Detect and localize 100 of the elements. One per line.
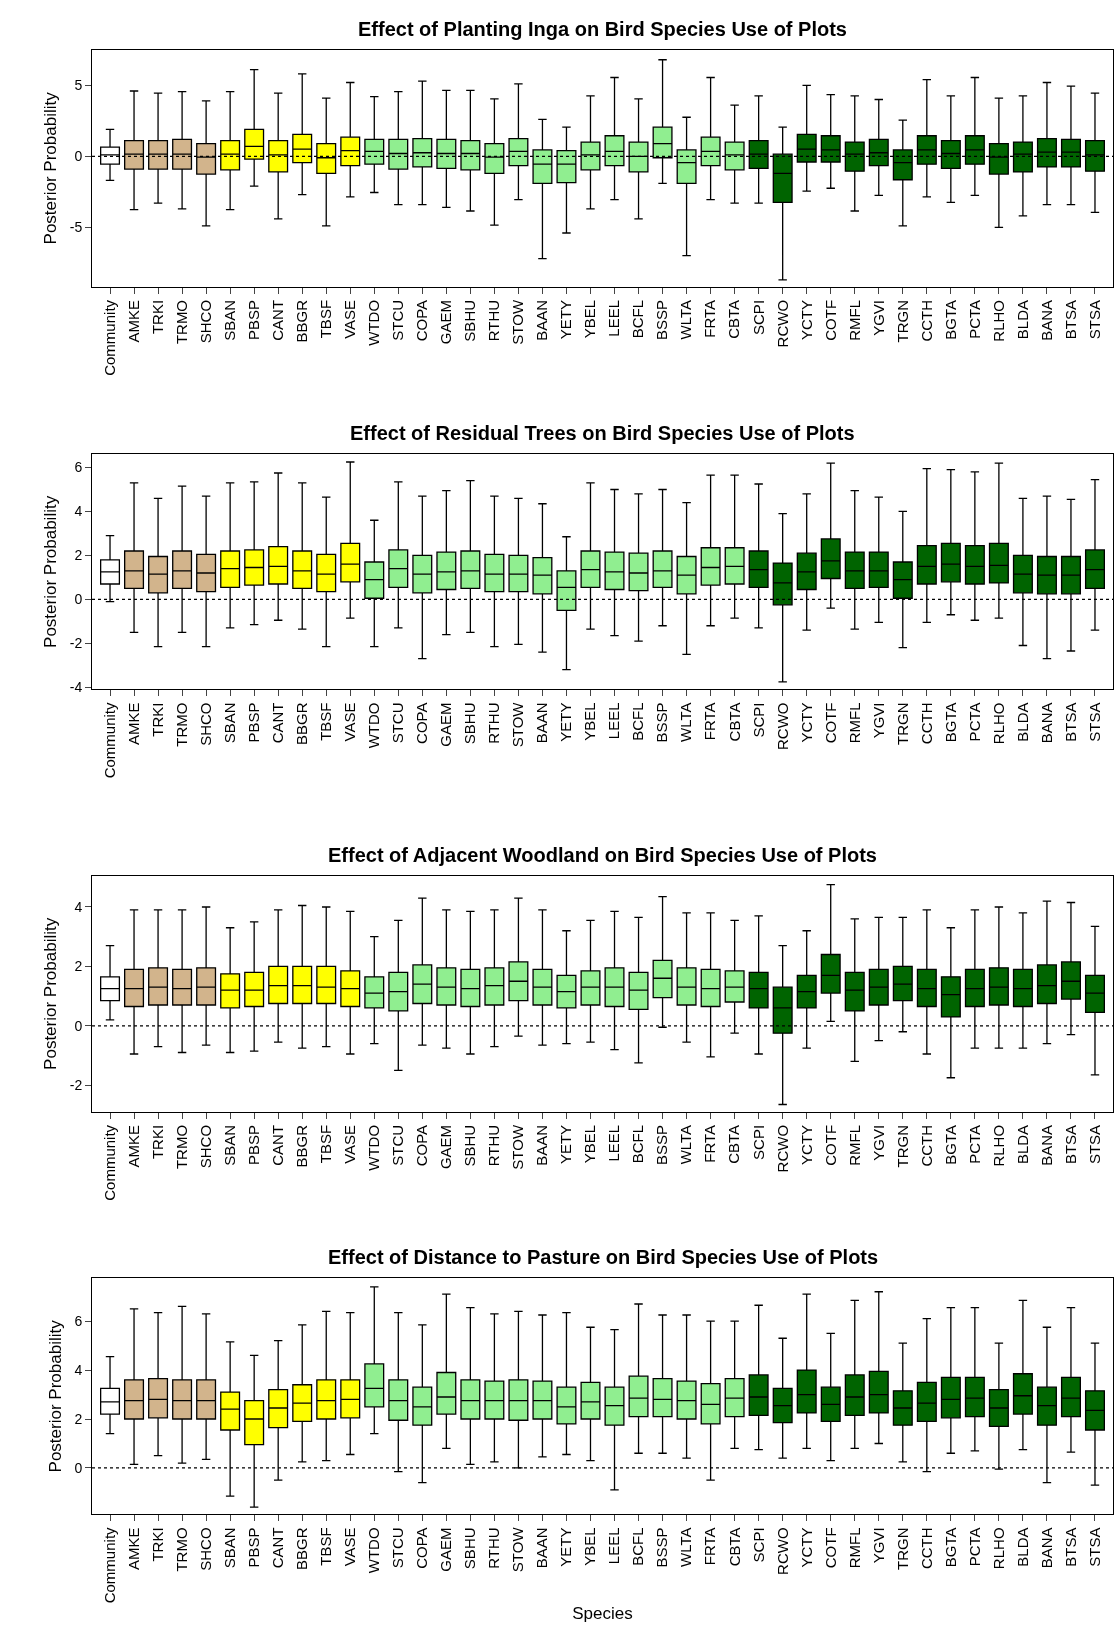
x-tick-label: BTSA xyxy=(1061,1124,1079,1165)
x-tick-label: COTF xyxy=(821,702,839,744)
x-tick-label: GAEM xyxy=(437,299,455,345)
y-tick-label: 2 xyxy=(74,547,83,564)
x-tick-label: TRMO xyxy=(172,702,190,747)
x-tick-label: TBSF xyxy=(317,299,335,339)
x-tick-label: PCTA xyxy=(965,702,983,742)
y-tick-label: -4 xyxy=(69,679,83,696)
x-tick-label: YGVI xyxy=(869,702,887,739)
x-tick-label: STCU xyxy=(389,1124,407,1166)
x-tick-label: CBTA xyxy=(725,1527,743,1567)
x-tick-label: YCTY xyxy=(797,1124,815,1165)
x-tick-label: STOW xyxy=(509,1526,527,1573)
x-tick-label: PCTA xyxy=(965,1527,983,1567)
x-tick-label: STSA xyxy=(1085,1124,1103,1165)
x-tick-label: SHCO xyxy=(196,1527,214,1571)
x-tick-label: YCTY xyxy=(797,299,815,340)
x-tick-label: WTDO xyxy=(365,1124,383,1171)
x-tick-label: YBEL xyxy=(581,702,599,741)
x-tick-label: TRMO xyxy=(172,299,190,345)
x-tick-label: BCFL xyxy=(629,1527,647,1566)
x-tick-label: SBHU xyxy=(461,1527,479,1570)
x-tick-label: PCTA xyxy=(965,299,983,339)
x-tick-label: GAEM xyxy=(437,1124,455,1170)
x-tick-label: SHCO xyxy=(196,702,214,746)
x-tick-label: BBGR xyxy=(293,1527,311,1570)
x-tick-label: TRKI xyxy=(148,299,166,335)
x-tick-label: BLDA xyxy=(1013,1124,1031,1165)
x-tick-label: RLHO xyxy=(989,1124,1007,1167)
x-tick-label: BGTA xyxy=(941,1124,959,1165)
x-tick-label: BGTA xyxy=(941,1527,959,1568)
x-tick-label: SCPI xyxy=(749,299,767,335)
x-tick-label: YGVI xyxy=(869,1124,887,1161)
x-tick-label: RTHU xyxy=(485,1124,503,1167)
x-tick-label: BSSP xyxy=(653,299,671,340)
x-tick-label: CCTH xyxy=(917,702,935,745)
x-tick-label: VASE xyxy=(341,1124,359,1164)
y-tick-label: 4 xyxy=(74,503,83,520)
x-tick-label: PBSP xyxy=(245,702,263,743)
x-tick-label: STSA xyxy=(1085,1527,1103,1567)
y-tick-label: 6 xyxy=(74,459,83,476)
x-tick-label: COPA xyxy=(413,1527,431,1569)
x-tick-label: YBEL xyxy=(581,1124,599,1164)
x-tick-label: CCTH xyxy=(917,299,935,342)
y-tick-label: -2 xyxy=(69,1077,83,1094)
y-tick-label: -5 xyxy=(69,219,83,236)
x-tick-label: BANA xyxy=(1037,1124,1055,1166)
x-tick-label: AMKE xyxy=(124,1527,142,1570)
x-tick-label: SBAN xyxy=(221,1124,239,1166)
x-tick-label: WLTA xyxy=(677,299,695,340)
x-tick-label: BAAN xyxy=(533,1124,551,1166)
y-tick-label: 5 xyxy=(74,77,83,94)
x-tick-label: BTSA xyxy=(1061,1527,1079,1567)
x-tick-label: FRTA xyxy=(701,299,719,338)
x-tick-label: TRKI xyxy=(148,702,166,737)
x-tick-label: CANT xyxy=(269,1527,287,1569)
x-tick-label: PBSP xyxy=(245,1124,263,1165)
x-tick-label: CBTA xyxy=(725,299,743,339)
x-tick-label: TRGN xyxy=(893,702,911,745)
x-tick-label: YCTY xyxy=(797,702,815,743)
y-tick-label: 0 xyxy=(74,148,83,165)
x-tick-label: YGVI xyxy=(869,299,887,336)
x-tick-label: RLHO xyxy=(989,299,1007,342)
x-tick-label: RMFL xyxy=(845,1527,863,1569)
x-tick-label: AMKE xyxy=(124,1124,142,1168)
x-tick-label: TBSF xyxy=(317,1124,335,1164)
x-tick-label: STSA xyxy=(1085,702,1103,742)
chart-title: Effect of Planting Inga on Bird Species Use of Plots xyxy=(358,18,847,40)
y-axis-title: Posterior Probability xyxy=(41,91,61,245)
x-tick-label: PCTA xyxy=(965,1124,983,1164)
x-tick-label: FRTA xyxy=(701,702,719,741)
x-tick-label: SCPI xyxy=(749,702,767,738)
x-tick-label: Community xyxy=(100,701,118,779)
x-tick-label: RLHO xyxy=(989,1527,1007,1570)
x-tick-label: LEEL xyxy=(605,299,623,337)
x-tick-label: BTSA xyxy=(1061,299,1079,340)
x-tick-label: TRMO xyxy=(172,1527,190,1572)
x-tick-label: RCWO xyxy=(773,1527,791,1575)
y-tick-label: 0 xyxy=(74,1017,83,1034)
x-tick-label: BCFL xyxy=(629,702,647,741)
x-tick-label: STCU xyxy=(389,1527,407,1569)
x-tick-label: SBAN xyxy=(221,299,239,341)
x-tick-label: BSSP xyxy=(653,702,671,743)
x-tick-label: WLTA xyxy=(677,702,695,742)
x-tick-label: GAEM xyxy=(437,702,455,747)
x-tick-label: BTSA xyxy=(1061,702,1079,742)
x-tick-label: WTDO xyxy=(365,299,383,346)
y-tick-label: 6 xyxy=(74,1313,83,1330)
x-tick-label: STOW xyxy=(509,701,527,748)
chart-title: Effect of Adjacent Woodland on Bird Species Use of Plots xyxy=(328,844,877,866)
x-tick-label: AMKE xyxy=(124,299,142,343)
x-tick-label: COTF xyxy=(821,299,839,341)
x-tick-label: RCWO xyxy=(773,299,791,348)
x-tick-label: FRTA xyxy=(701,1124,719,1163)
x-tick-label: Community xyxy=(100,299,118,376)
x-tick-label: BCFL xyxy=(629,299,647,339)
x-tick-label: WTDO xyxy=(365,702,383,749)
x-tick-label: RTHU xyxy=(485,702,503,744)
x-tick-label: STOW xyxy=(509,299,527,345)
x-tick-label: YETY xyxy=(557,299,575,340)
